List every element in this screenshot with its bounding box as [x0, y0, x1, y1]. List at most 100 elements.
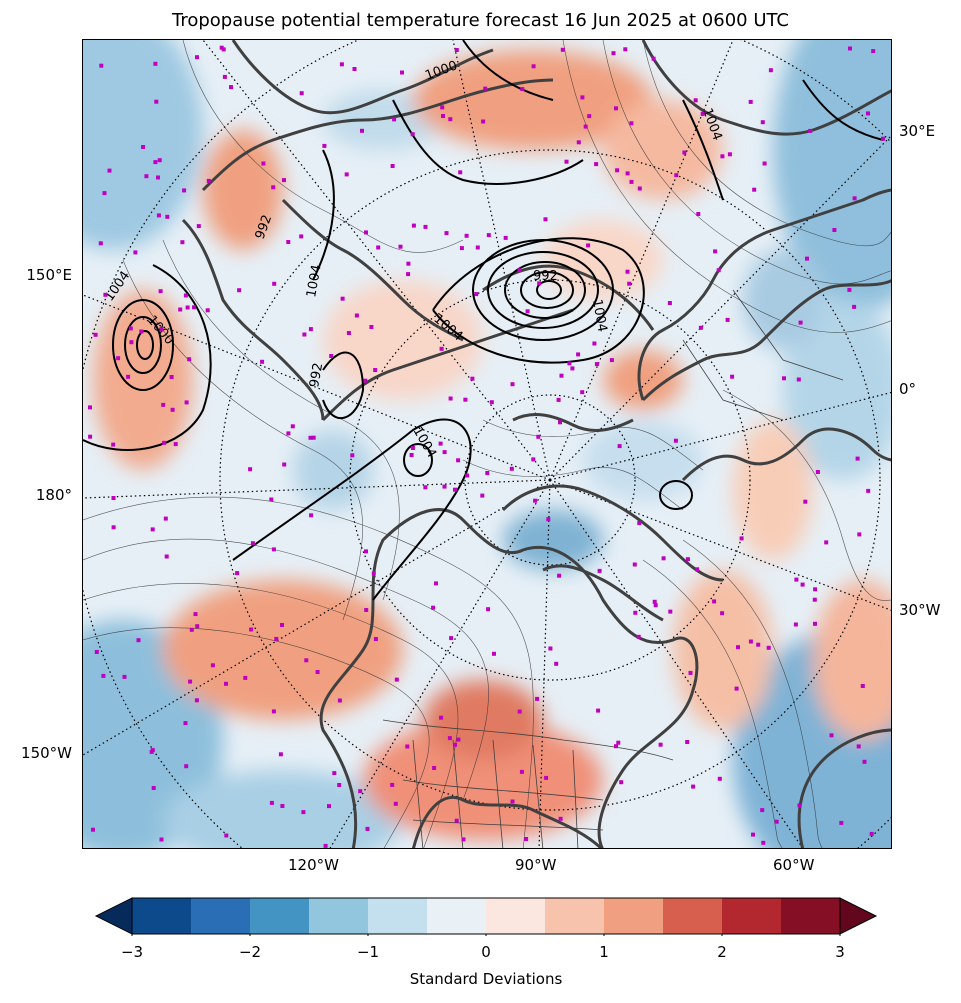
station-marker: [560, 47, 565, 52]
station-marker: [531, 457, 536, 462]
station-marker: [720, 154, 725, 159]
station-marker: [128, 326, 133, 331]
station-marker: [352, 67, 357, 71]
station-marker: [371, 571, 376, 576]
station-marker: [674, 173, 679, 178]
station-marker: [653, 603, 658, 608]
station-marker: [486, 607, 491, 612]
station-marker: [274, 636, 279, 641]
colorbar-bin: [191, 898, 251, 934]
colorbar-bin: [781, 898, 841, 934]
contour-label: 1004: [304, 263, 325, 298]
station-marker: [525, 309, 530, 314]
station-marker: [558, 816, 563, 821]
station-marker: [286, 240, 291, 244]
colorbar-bin: [545, 898, 605, 934]
station-marker: [580, 390, 585, 395]
station-marker: [187, 357, 192, 362]
station-marker: [149, 749, 154, 754]
station-marker: [102, 191, 107, 196]
station-marker: [400, 70, 404, 75]
lon-label-bottom: 120°W: [288, 856, 339, 874]
station-marker: [405, 744, 410, 749]
contour-label: 992: [307, 362, 326, 389]
station-marker: [154, 99, 159, 104]
station-marker: [616, 740, 621, 745]
station-marker: [852, 196, 857, 201]
station-marker: [111, 525, 116, 530]
station-marker: [183, 293, 188, 298]
station-marker: [169, 375, 174, 379]
colorbar-under-extend: [94, 897, 133, 935]
station-marker: [434, 581, 438, 586]
station-marker: [398, 244, 403, 249]
station-marker: [442, 450, 447, 455]
station-marker: [151, 786, 156, 790]
station-marker: [280, 623, 284, 627]
station-marker: [567, 361, 572, 366]
station-marker: [390, 164, 395, 168]
station-marker: [249, 627, 254, 632]
station-marker: [369, 325, 374, 329]
station-marker: [302, 332, 307, 337]
station-marker: [449, 636, 454, 641]
station-marker: [290, 424, 295, 429]
station-marker: [695, 567, 700, 572]
station-marker: [597, 568, 602, 573]
station-marker: [768, 68, 773, 73]
station-marker: [365, 826, 370, 831]
station-marker: [629, 179, 634, 184]
colorbar-bin: [663, 898, 723, 934]
station-marker: [625, 269, 630, 274]
station-marker: [441, 114, 445, 118]
theta-contours: [83, 40, 891, 848]
station-marker: [592, 341, 597, 346]
station-marker: [194, 698, 199, 703]
station-marker: [188, 679, 193, 684]
station-marker: [463, 397, 468, 402]
station-marker: [448, 396, 453, 401]
station-marker: [852, 304, 857, 309]
station-marker: [812, 597, 817, 602]
station-marker: [517, 268, 522, 273]
station-marker: [627, 281, 632, 286]
station-marker: [337, 783, 342, 787]
station-marker: [308, 327, 313, 332]
station-marker: [637, 186, 642, 191]
station-marker: [782, 376, 786, 381]
station-marker: [519, 769, 524, 774]
station-marker: [752, 187, 757, 192]
station-marker: [614, 106, 618, 111]
station-marker: [98, 241, 103, 246]
colorbar-bin: [486, 898, 546, 934]
station-marker: [222, 74, 227, 79]
station-marker: [594, 362, 599, 367]
station-marker: [762, 161, 767, 166]
station-marker: [557, 573, 562, 578]
colorbar-bin: [722, 898, 782, 934]
station-marker: [470, 376, 475, 381]
station-marker: [734, 686, 739, 691]
station-marker: [229, 85, 233, 90]
station-marker: [623, 47, 628, 52]
station-marker: [661, 556, 666, 561]
station-marker: [637, 521, 642, 525]
colorbar-bin: [427, 898, 487, 934]
lon-label-left: 150°E: [26, 266, 72, 284]
station-marker: [107, 168, 112, 173]
station-marker: [658, 742, 663, 747]
station-marker: [461, 837, 466, 842]
station-marker: [510, 382, 515, 387]
station-marker: [195, 55, 199, 60]
station-marker: [439, 346, 444, 351]
station-marker: [717, 776, 722, 781]
station-marker: [329, 354, 334, 358]
station-marker: [185, 305, 190, 310]
station-marker: [373, 637, 378, 641]
station-marker: [126, 374, 131, 379]
station-marker: [322, 143, 327, 148]
station-marker: [278, 752, 283, 757]
station-marker: [611, 51, 616, 56]
station-marker: [546, 517, 551, 522]
station-marker: [116, 356, 121, 361]
